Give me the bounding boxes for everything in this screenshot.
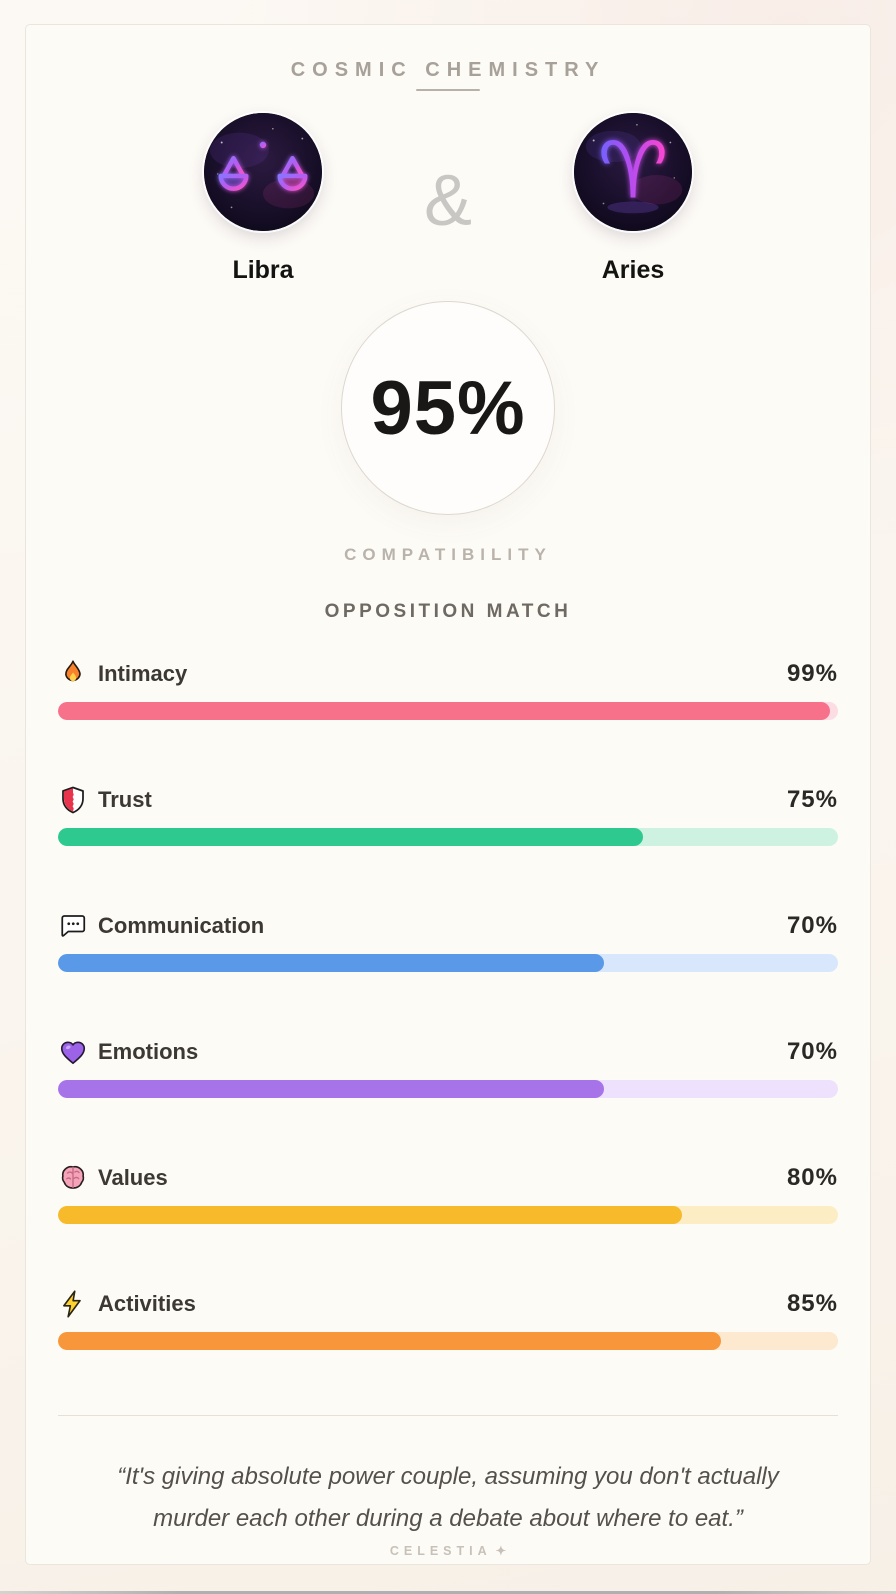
metrics-list: Intimacy 99% Trust 75% Communication 70% xyxy=(26,659,870,1350)
right-sign-name: Aries xyxy=(601,256,665,284)
purple-heart-icon xyxy=(58,1037,88,1067)
left-sign-name: Libra xyxy=(232,256,294,284)
match-type-title: OPPOSITION MATCH xyxy=(324,601,572,622)
metric-label: Values xyxy=(98,1165,168,1190)
metric-bar-fill xyxy=(58,828,643,846)
zodiac-pair: Libra & xyxy=(26,113,870,285)
page-title: COSMIC CHEMISTRY xyxy=(290,59,606,81)
metric-bar-fill xyxy=(58,1332,721,1350)
watermark-label: CELESTIA xyxy=(389,1544,492,1558)
aries-symbol: ♈ xyxy=(598,125,669,217)
metric-bar-fill xyxy=(58,954,604,972)
metric-row: Communication 70% xyxy=(58,911,838,972)
metric-row: Intimacy 99% xyxy=(58,659,838,720)
metric-row: Values 80% xyxy=(58,1163,838,1224)
fire-icon xyxy=(58,659,88,689)
metric-value: 70% xyxy=(786,1038,838,1065)
brain-icon xyxy=(58,1163,88,1193)
speech-bubble-icon xyxy=(58,911,88,941)
metric-bar-fill xyxy=(58,702,831,720)
metric-label: Emotions xyxy=(98,1039,199,1064)
metric-row: Trust 75% xyxy=(58,785,838,846)
metric-value: 99% xyxy=(786,660,838,687)
watermark: CELESTIA ✦ xyxy=(26,1544,870,1559)
bottom-edge-shadow xyxy=(0,1591,896,1594)
compatibility-card: COSMIC CHEMISTRY xyxy=(25,24,871,1565)
metric-value: 70% xyxy=(786,912,838,939)
metric-row: Activities 85% xyxy=(58,1289,838,1350)
aries-avatar: ♈ xyxy=(574,113,692,231)
divider xyxy=(58,1415,838,1416)
metric-bar-track xyxy=(58,1206,838,1224)
lightning-icon xyxy=(58,1289,88,1319)
left-sign: Libra xyxy=(138,113,388,285)
metric-label: Trust xyxy=(98,787,152,812)
metric-bar-track xyxy=(58,702,838,720)
shield-icon xyxy=(58,785,88,815)
metric-row: Emotions 70% xyxy=(58,1037,838,1098)
right-sign: ♈ Aries xyxy=(508,113,758,285)
title-underline xyxy=(416,89,480,91)
compatibility-label: COMPATIBILITY xyxy=(344,545,552,564)
sparkle-icon: ✦ xyxy=(495,1544,507,1558)
libra-avatar xyxy=(204,113,322,231)
metric-label: Intimacy xyxy=(98,661,188,686)
pair-separator-col: & xyxy=(388,113,508,237)
metric-bar-track xyxy=(58,1080,838,1098)
metric-label: Communication xyxy=(98,913,265,938)
compatibility-score-circle: 95% xyxy=(341,301,555,515)
compatibility-score: 95% xyxy=(370,365,526,451)
metric-bar-fill xyxy=(58,1206,682,1224)
quote-text: “It's giving absolute power couple, assu… xyxy=(117,1463,779,1532)
metric-label: Activities xyxy=(98,1291,196,1316)
metric-bar-track xyxy=(58,1332,838,1350)
metric-bar-track xyxy=(58,954,838,972)
metric-value: 75% xyxy=(786,786,838,813)
ampersand: & xyxy=(423,161,473,241)
metric-value: 85% xyxy=(786,1290,838,1317)
metric-bar-fill xyxy=(58,1080,604,1098)
metric-value: 80% xyxy=(786,1164,838,1191)
metric-bar-track xyxy=(58,828,838,846)
aries-platform xyxy=(607,201,659,214)
